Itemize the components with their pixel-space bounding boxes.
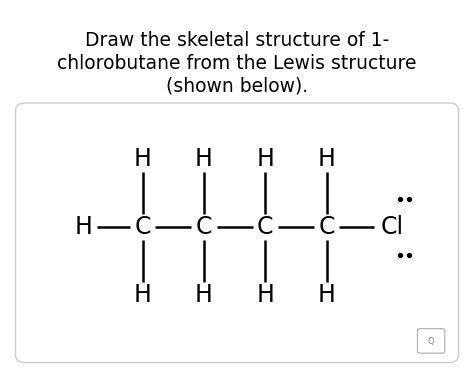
Text: H: H [195, 147, 213, 171]
FancyBboxPatch shape [418, 329, 445, 353]
Text: Cl: Cl [381, 215, 404, 239]
Text: C: C [135, 215, 151, 239]
Text: H: H [256, 283, 274, 307]
Text: C: C [257, 215, 273, 239]
FancyBboxPatch shape [16, 103, 458, 363]
Text: H: H [318, 147, 336, 171]
Text: H: H [75, 215, 93, 239]
Text: C: C [318, 215, 335, 239]
Text: H: H [134, 147, 152, 171]
Text: Draw the skeletal structure of 1-: Draw the skeletal structure of 1- [85, 31, 389, 50]
Text: (shown below).: (shown below). [166, 77, 308, 96]
Text: C: C [196, 215, 212, 239]
Text: H: H [195, 283, 213, 307]
Text: H: H [318, 283, 336, 307]
Text: H: H [134, 283, 152, 307]
Text: Q: Q [428, 337, 435, 346]
Text: H: H [256, 147, 274, 171]
Text: chlorobutane from the Lewis structure: chlorobutane from the Lewis structure [57, 54, 417, 73]
